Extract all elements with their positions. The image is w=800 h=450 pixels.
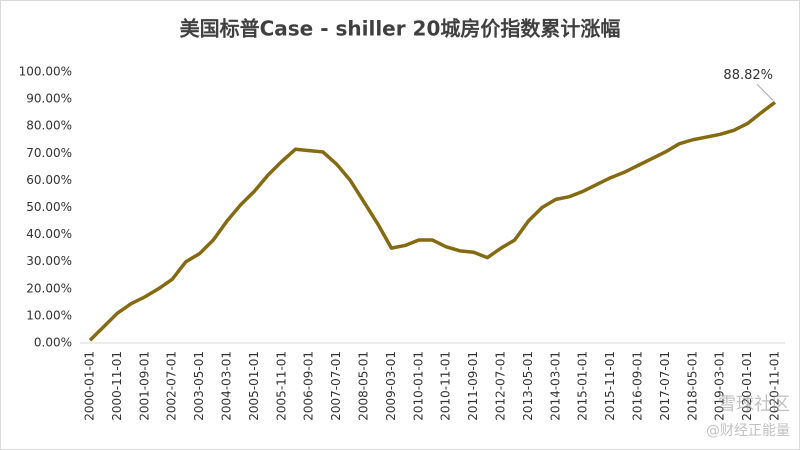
x-tick-label: 2011-09-01 bbox=[466, 351, 480, 421]
y-tick-label: 40.00% bbox=[26, 227, 72, 241]
y-tick-label: 70.00% bbox=[26, 146, 72, 160]
x-tick-label: 2005-01-01 bbox=[247, 351, 261, 421]
y-tick-label: 30.00% bbox=[26, 254, 72, 268]
line bbox=[88, 100, 777, 342]
x-tick-label: 2019-03-01 bbox=[713, 351, 727, 421]
x-tick-label: 2015-11-01 bbox=[603, 351, 617, 421]
x-tick-label: 2020-01-01 bbox=[740, 351, 754, 421]
x-tick-label: 2012-07-01 bbox=[494, 351, 508, 421]
x-tick-label: 2016-09-01 bbox=[631, 351, 645, 421]
watermark: @财经正能量 bbox=[706, 423, 790, 439]
y-tick-label: 60.00% bbox=[26, 173, 72, 187]
x-tick-label: 2008-05-01 bbox=[357, 351, 371, 421]
annotation: 88.82% bbox=[723, 68, 773, 83]
x-tick-label: 2001-09-01 bbox=[137, 351, 151, 421]
chart-title: 美国标普Case - shiller 20城房价指数累计涨幅 bbox=[180, 17, 621, 41]
y-tick-label: 10.00% bbox=[26, 308, 72, 322]
x-tick-label: 2010-11-01 bbox=[439, 351, 453, 421]
x-tick-label: 2003-05-01 bbox=[192, 351, 206, 421]
y-tick-label: 100.00% bbox=[19, 65, 72, 79]
x-tick-label: 2006-09-01 bbox=[302, 351, 316, 421]
x-tick-label: 2013-05-01 bbox=[521, 351, 535, 421]
annotation-leader bbox=[756, 83, 774, 101]
x-tick-label: 2009-03-01 bbox=[384, 351, 398, 421]
y-tick-label: 20.00% bbox=[26, 281, 72, 295]
x-tick-label: 2010-01-01 bbox=[411, 351, 425, 421]
y-tick-label: 80.00% bbox=[26, 119, 72, 133]
x-tick-label: 2000-01-01 bbox=[83, 351, 97, 421]
x-tick-label: 2002-07-01 bbox=[165, 351, 179, 421]
x-tick-label: 2018-05-01 bbox=[685, 351, 699, 421]
x-tick-label: 2020-11-01 bbox=[768, 351, 782, 421]
x-tick-label: 2017-07-01 bbox=[658, 351, 672, 421]
y-tick-label: 0.00% bbox=[34, 336, 72, 350]
x-tick-label: 2004-03-01 bbox=[220, 351, 234, 421]
y-tick-label: 90.00% bbox=[26, 92, 72, 106]
x-tick-label: 2007-07-01 bbox=[329, 351, 343, 421]
y-tick-label: 50.00% bbox=[26, 200, 72, 214]
x-tick-label: 2000-11-01 bbox=[110, 351, 124, 421]
x-tick-label: 2005-11-01 bbox=[274, 351, 288, 421]
x-tick-label: 2015-01-01 bbox=[576, 351, 590, 421]
x-tick-label: 2014-03-01 bbox=[548, 351, 562, 421]
watermark: 雪球社区 bbox=[718, 394, 790, 415]
